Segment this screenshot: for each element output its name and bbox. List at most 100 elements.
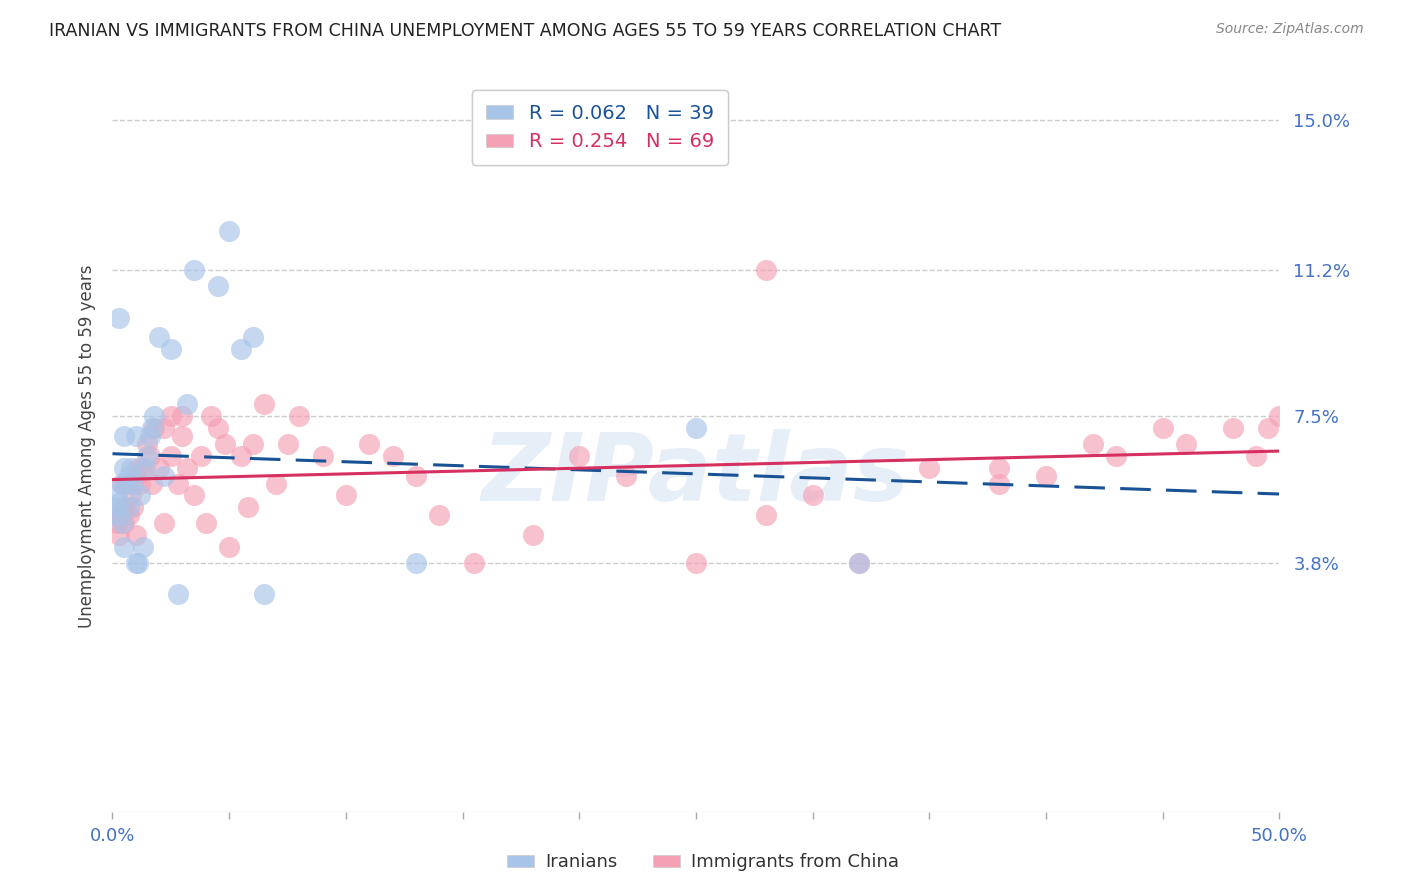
- Point: [311, 449, 333, 463]
- Point: [141, 476, 163, 491]
- Point: [988, 460, 1011, 475]
- Point: [108, 528, 131, 542]
- Point: [118, 468, 141, 483]
- Point: [143, 409, 166, 424]
- Point: [143, 421, 166, 435]
- Point: [132, 540, 155, 554]
- Point: [115, 476, 138, 491]
- Point: [132, 460, 155, 475]
- Point: [120, 488, 142, 502]
- Point: [381, 449, 404, 463]
- Point: [242, 330, 264, 344]
- Point: [1035, 468, 1057, 483]
- Point: [122, 476, 145, 491]
- Point: [139, 449, 162, 463]
- Point: [463, 556, 485, 570]
- Point: [568, 449, 591, 463]
- Point: [111, 516, 134, 530]
- Point: [1244, 449, 1267, 463]
- Point: [125, 556, 148, 570]
- Point: [801, 488, 824, 502]
- Point: [104, 500, 127, 515]
- Point: [176, 397, 198, 411]
- Point: [1081, 437, 1104, 451]
- Point: [276, 437, 298, 451]
- Point: [218, 540, 240, 554]
- Point: [153, 421, 176, 435]
- Point: [122, 500, 145, 515]
- Point: [190, 449, 212, 463]
- Point: [218, 223, 240, 237]
- Point: [127, 460, 149, 475]
- Text: IRANIAN VS IMMIGRANTS FROM CHINA UNEMPLOYMENT AMONG AGES 55 TO 59 YEARS CORRELAT: IRANIAN VS IMMIGRANTS FROM CHINA UNEMPLO…: [49, 22, 1001, 40]
- Legend: R = 0.062   N = 39, R = 0.254   N = 69: R = 0.062 N = 39, R = 0.254 N = 69: [472, 90, 727, 165]
- Point: [214, 437, 236, 451]
- Point: [160, 342, 183, 356]
- Point: [755, 508, 778, 523]
- Point: [207, 421, 229, 435]
- Point: [125, 429, 148, 443]
- Point: [120, 460, 142, 475]
- Point: [134, 460, 156, 475]
- Point: [125, 528, 148, 542]
- Point: [108, 508, 131, 523]
- Point: [685, 556, 707, 570]
- Point: [988, 476, 1011, 491]
- Point: [136, 437, 159, 451]
- Point: [108, 310, 131, 325]
- Point: [848, 556, 870, 570]
- Point: [253, 587, 276, 601]
- Point: [405, 468, 427, 483]
- Point: [207, 278, 229, 293]
- Point: [229, 449, 252, 463]
- Point: [129, 488, 152, 502]
- Point: [614, 468, 637, 483]
- Point: [148, 460, 170, 475]
- Point: [104, 508, 127, 523]
- Point: [200, 409, 222, 424]
- Point: [183, 488, 205, 502]
- Point: [1222, 421, 1244, 435]
- Point: [229, 342, 252, 356]
- Point: [105, 516, 128, 530]
- Point: [153, 516, 176, 530]
- Point: [236, 500, 259, 515]
- Point: [405, 556, 427, 570]
- Point: [112, 429, 135, 443]
- Point: [176, 460, 198, 475]
- Point: [264, 476, 287, 491]
- Point: [160, 449, 183, 463]
- Point: [194, 516, 217, 530]
- Point: [118, 508, 141, 523]
- Point: [685, 421, 707, 435]
- Point: [127, 556, 149, 570]
- Text: Source: ZipAtlas.com: Source: ZipAtlas.com: [1216, 22, 1364, 37]
- Point: [288, 409, 311, 424]
- Point: [172, 429, 194, 443]
- Point: [755, 263, 778, 277]
- Point: [112, 460, 135, 475]
- Point: [112, 500, 135, 515]
- Point: [1257, 421, 1279, 435]
- Point: [1175, 437, 1198, 451]
- Point: [166, 587, 188, 601]
- Point: [136, 449, 159, 463]
- Point: [118, 500, 141, 515]
- Point: [335, 488, 357, 502]
- Point: [160, 409, 183, 424]
- Point: [139, 429, 162, 443]
- Y-axis label: Unemployment Among Ages 55 to 59 years: Unemployment Among Ages 55 to 59 years: [77, 264, 96, 628]
- Point: [359, 437, 381, 451]
- Point: [115, 476, 138, 491]
- Point: [141, 421, 163, 435]
- Point: [172, 409, 194, 424]
- Point: [522, 528, 544, 542]
- Point: [112, 516, 135, 530]
- Point: [1268, 409, 1291, 424]
- Point: [427, 508, 450, 523]
- Point: [242, 437, 264, 451]
- Point: [166, 476, 188, 491]
- Point: [183, 263, 205, 277]
- Point: [111, 476, 134, 491]
- Point: [1105, 449, 1128, 463]
